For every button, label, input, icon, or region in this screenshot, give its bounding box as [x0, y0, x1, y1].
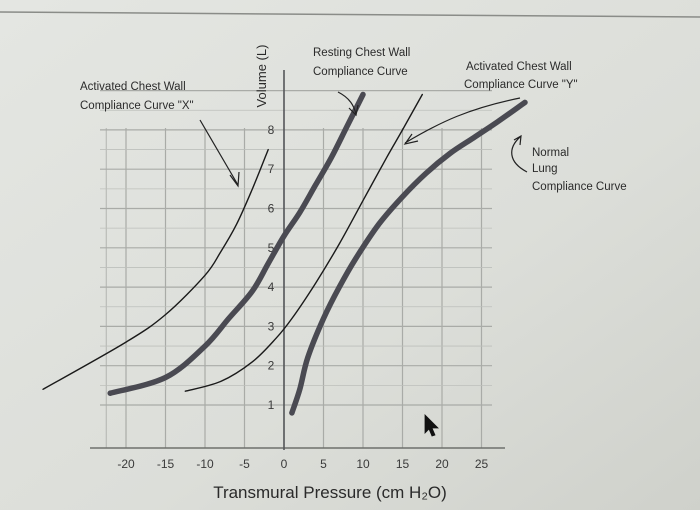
- y-tick-label: 6: [268, 202, 275, 216]
- grid-lines: [100, 89, 492, 448]
- series-resting-chest-wall: [107, 91, 366, 396]
- x-tick-label: -5: [239, 457, 250, 471]
- annotation-normal-lung: Normal Lung Compliance Curve: [511, 134, 627, 193]
- annotation-y-arrow: [403, 97, 521, 145]
- y-tick-label: 8: [268, 123, 275, 137]
- x-tick-label: -20: [117, 457, 135, 471]
- screen-edge-line: [0, 11, 700, 18]
- annotation-lung-line-1: Normal: [532, 147, 569, 159]
- y-tick-label: 2: [268, 359, 275, 373]
- annotation-x-curve: Activated Chest Wall Compliance Curve "X…: [80, 81, 240, 188]
- axes: [90, 70, 505, 450]
- y-axis-title: Volume (L): [254, 45, 269, 108]
- x-tick-label: 20: [435, 457, 449, 471]
- annotation-x-line-2: Compliance Curve "X": [80, 100, 194, 112]
- series-normal-lung: [289, 99, 528, 416]
- annotation-resting-line-1: Resting Chest Wall: [313, 47, 410, 59]
- series-activated-x: [42, 148, 269, 390]
- annotation-y-line-1: Activated Chest Wall: [466, 61, 572, 73]
- annotation-x-line-1: Activated Chest Wall: [80, 81, 186, 93]
- annotation-resting: Resting Chest Wall Compliance Curve: [313, 47, 410, 117]
- mouse-cursor-icon: [424, 414, 439, 437]
- series-activated-y: [184, 93, 423, 392]
- annotation-y-curve: Activated Chest Wall Compliance Curve "Y…: [403, 61, 578, 145]
- y-tick-label: 3: [268, 319, 275, 333]
- y-tick-label: 4: [268, 280, 275, 294]
- annotation-lung-line-3: Compliance Curve: [532, 181, 627, 193]
- y-tick-label: 1: [268, 398, 275, 412]
- x-tick-label: 15: [396, 457, 410, 471]
- x-tick-label: 10: [356, 457, 370, 471]
- annotation-resting-arrow: [337, 91, 359, 117]
- x-tick-label: 5: [320, 457, 327, 471]
- x-tick-label: -10: [196, 457, 214, 471]
- curves: [42, 91, 528, 416]
- y-tick-label: 7: [268, 162, 275, 176]
- y-tick-labels: 1 2 3 4 5 6 7 8: [268, 123, 275, 412]
- x-tick-label: 0: [281, 457, 288, 471]
- x-tick-label: 25: [475, 457, 489, 471]
- annotation-x-arrow: [199, 119, 240, 188]
- x-tick-label: -15: [157, 457, 175, 471]
- y-tick-label: 5: [268, 241, 275, 255]
- annotation-lung-line-2: Lung: [532, 163, 558, 175]
- x-axis-title: Transmural Pressure (cm H₂O): [213, 483, 447, 502]
- annotation-resting-line-2: Compliance Curve: [313, 66, 408, 78]
- annotation-y-line-2: Compliance Curve "Y": [464, 79, 578, 91]
- x-tick-labels: -20 -15 -10 -5 0 5 10 15 20 25: [117, 457, 488, 471]
- annotation-lung-arrow: [511, 134, 528, 173]
